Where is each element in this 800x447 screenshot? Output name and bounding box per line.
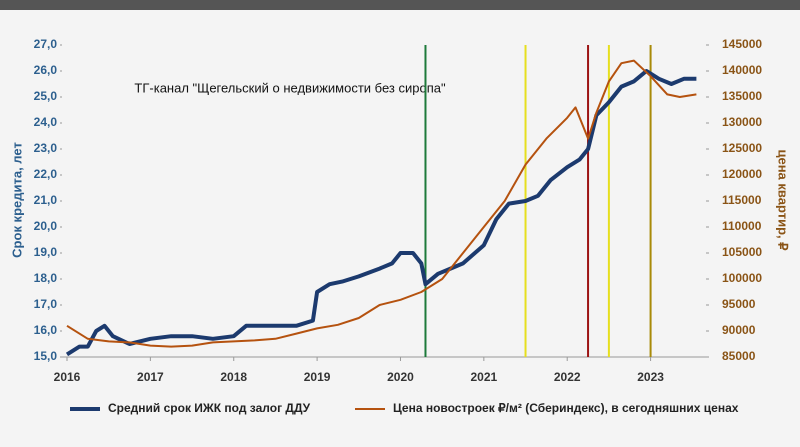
- y-tick-label: 18,0: [34, 271, 58, 285]
- y2-tick-label: 140000: [722, 63, 762, 77]
- x-tick-label: 2018: [220, 370, 247, 384]
- x-tick-label: 2019: [304, 370, 331, 384]
- y2-tick-label: 90000: [722, 323, 756, 337]
- x-tick-label: 2016: [54, 370, 81, 384]
- y-tick-label: 20,0: [34, 219, 58, 233]
- y-tick-label: 22,0: [34, 167, 58, 181]
- legend-label: Средний срок ИЖК под залог ДДУ: [108, 401, 311, 415]
- y-tick-label: 21,0: [34, 193, 58, 207]
- x-tick-label: 2022: [554, 370, 581, 384]
- y-tick-label: 15,0: [34, 349, 58, 363]
- x-tick-label: 2020: [387, 370, 414, 384]
- y2-tick-label: 85000: [722, 349, 756, 363]
- y-axis-label: Срок кредита, лет: [9, 142, 24, 258]
- y2-tick-label: 130000: [722, 115, 762, 129]
- y2-tick-label: 145000: [722, 37, 762, 51]
- y2-tick-label: 125000: [722, 141, 762, 155]
- y-tick-label: 26,0: [34, 63, 58, 77]
- y2-axis-label: цена квартир, ₽: [776, 149, 791, 251]
- y2-tick-label: 120000: [722, 167, 762, 181]
- y2-tick-label: 135000: [722, 89, 762, 103]
- series-line: [66, 59, 697, 348]
- y2-tick-label: 115000: [722, 193, 762, 207]
- y-tick-label: 17,0: [34, 297, 58, 311]
- y2-tick-label: 110000: [722, 219, 762, 233]
- series-line: [65, 69, 697, 357]
- top-bar: [0, 0, 800, 10]
- y2-tick-label: 105000: [722, 245, 762, 259]
- x-tick-label: 2023: [637, 370, 664, 384]
- legend-label: Цена новостроек ₽/м² (Сбериндекс), в сег…: [393, 401, 739, 415]
- x-tick-label: 2017: [137, 370, 164, 384]
- x-tick-label: 2021: [470, 370, 497, 384]
- y-tick-label: 25,0: [34, 89, 58, 103]
- y-tick-label: 23,0: [34, 141, 58, 155]
- y2-tick-label: 100000: [722, 271, 762, 285]
- y2-tick-label: 95000: [722, 297, 756, 311]
- annotation: ТГ-канал "Щегельский о недвижимости без …: [134, 80, 446, 95]
- y-tick-label: 24,0: [34, 115, 58, 129]
- y-tick-label: 27,0: [34, 37, 58, 51]
- y-tick-label: 16,0: [34, 323, 58, 337]
- y-tick-label: 19,0: [34, 245, 58, 259]
